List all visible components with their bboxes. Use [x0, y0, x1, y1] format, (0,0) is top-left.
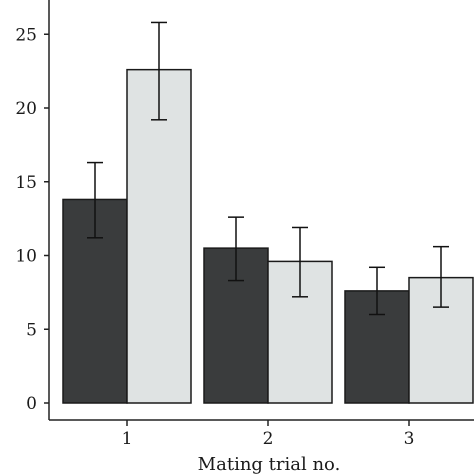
bar-series2-2 [267, 260, 333, 404]
y-tick-label: 0 [26, 394, 37, 414]
axes-group [48, 0, 474, 421]
y-tick-label: 10 [15, 247, 37, 267]
bars-group [62, 68, 474, 404]
x-ticks-group: 1 2 3 [122, 420, 415, 449]
y-tick-label: 25 [15, 25, 37, 45]
y-ticks-group: 0 5 10 15 20 25 [15, 25, 49, 414]
y-tick-label: 15 [15, 173, 37, 193]
x-tick-label: 3 [404, 429, 415, 449]
bar-series2-1 [126, 68, 192, 404]
x-axis-label: Mating trial no. [198, 454, 341, 474]
x-tick-label: 2 [263, 429, 274, 449]
x-tick-label: 1 [122, 429, 133, 449]
y-tick-label: 20 [15, 99, 37, 119]
error-bars-group [87, 21, 449, 316]
y-tick-label: 5 [26, 320, 37, 340]
